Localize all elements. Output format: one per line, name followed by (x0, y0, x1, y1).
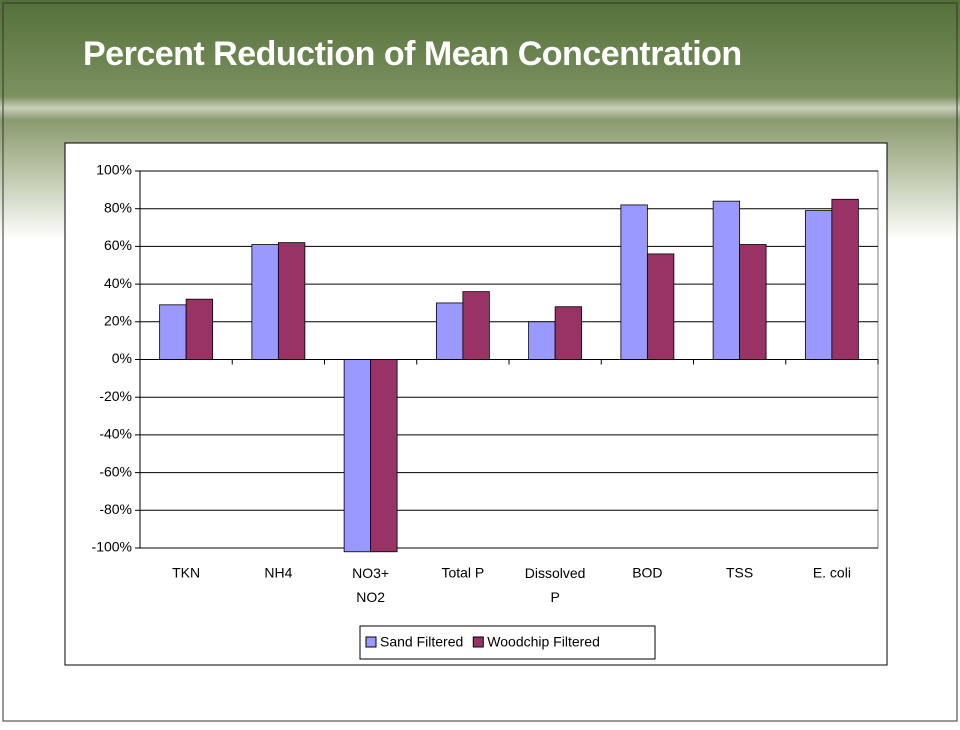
bar (647, 254, 674, 360)
bar (621, 205, 648, 360)
y-tick-label: -60% (99, 463, 132, 479)
bar (555, 307, 582, 360)
y-tick-label: 60% (104, 237, 132, 253)
bar (186, 299, 213, 359)
y-tick-label: -40% (99, 426, 132, 442)
y-tick-label: 40% (104, 275, 132, 291)
x-tick-label: TKN (172, 565, 200, 581)
legend-swatch (473, 637, 483, 647)
legend-swatch (366, 637, 376, 647)
y-tick-label: 20% (104, 313, 132, 329)
x-tick-label: BOD (632, 565, 662, 581)
x-tick-label: TSS (726, 565, 753, 581)
bar (740, 245, 767, 360)
bar (805, 211, 832, 360)
bar (529, 322, 556, 360)
bar (252, 245, 279, 360)
y-tick-label: 100% (96, 162, 132, 178)
bar (278, 243, 305, 360)
slide-title: Percent Reduction of Mean Concentration (83, 35, 742, 73)
bar (436, 303, 463, 360)
slide: Percent Reduction of Mean Concentration … (0, 0, 960, 725)
y-tick-label: 80% (104, 199, 132, 215)
bar (160, 305, 187, 360)
x-tick-label: NH4 (264, 565, 292, 581)
bar (371, 360, 398, 552)
y-tick-label: -100% (92, 539, 132, 555)
y-tick-label: 0% (112, 350, 132, 366)
bar (344, 360, 371, 552)
x-tick-label: Total P (441, 565, 484, 581)
y-tick-label: -80% (99, 501, 132, 517)
bar (713, 201, 740, 359)
bar (832, 199, 859, 359)
y-tick-label: -20% (99, 388, 132, 404)
legend-label: Woodchip Filtered (487, 634, 600, 650)
legend-label: Sand Filtered (380, 634, 463, 650)
x-tick-label: E. coli (813, 565, 851, 581)
bar (463, 292, 490, 360)
